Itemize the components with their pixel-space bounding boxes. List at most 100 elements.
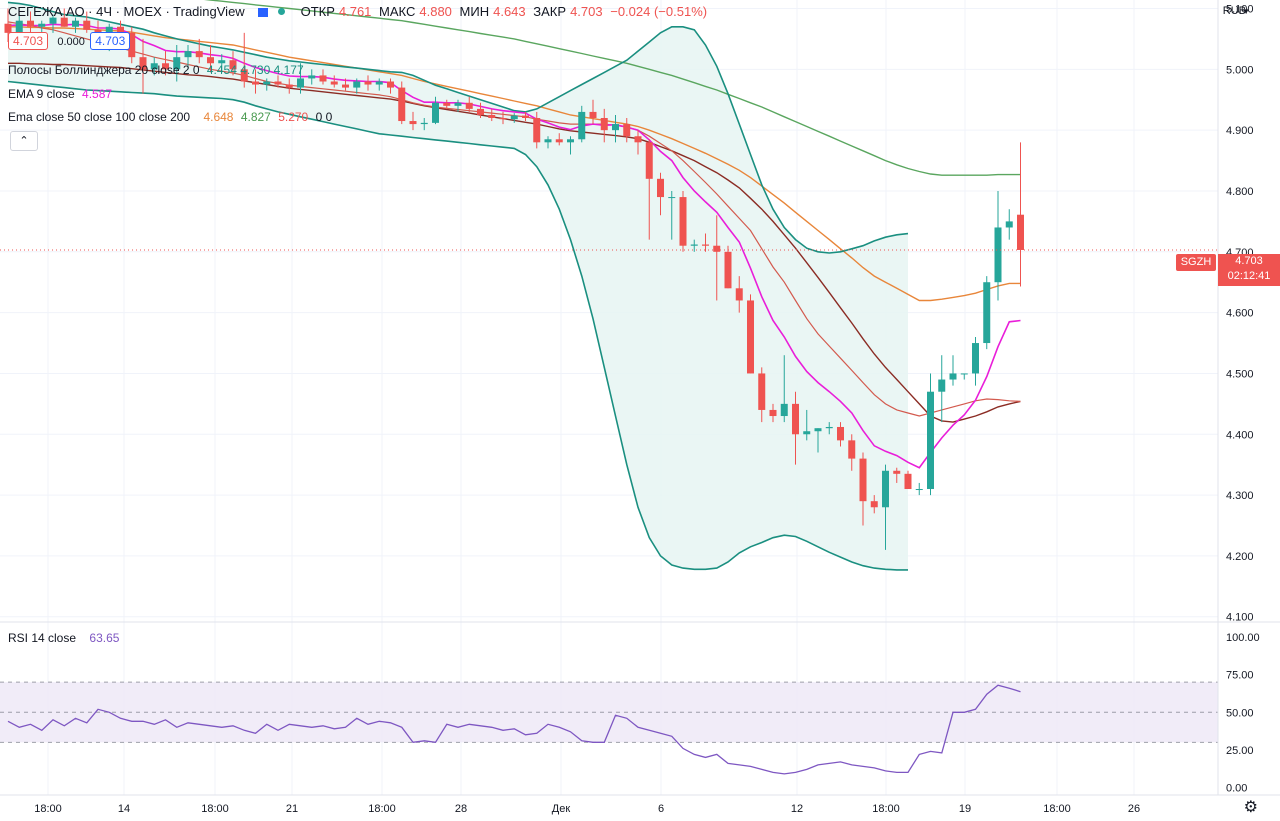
price-tick-label: 4.500 [1226, 368, 1254, 380]
time-tick-label: 12 [791, 803, 803, 815]
candle-body [443, 102, 451, 106]
low-label: МИН [459, 4, 490, 19]
candle-body [297, 78, 304, 88]
price-axis[interactable]: 5.1005.0004.9004.8004.7004.6004.5004.400… [1217, 0, 1260, 795]
candle-body [859, 458, 867, 502]
price-tick-label: 4.400 [1226, 429, 1254, 441]
symbol-badge: SGZH [1176, 254, 1216, 271]
candle-body [184, 51, 192, 58]
candle-body [1017, 214, 1024, 250]
candle-body [747, 300, 754, 374]
open-label: ОТКР [300, 4, 335, 19]
price-tick-label: 4.300 [1226, 490, 1254, 502]
candle-body [758, 373, 766, 410]
candle-body [319, 75, 327, 82]
ema9-legend[interactable]: EMA 9 close 4.587 [8, 87, 116, 101]
time-tick-label: 19 [959, 803, 971, 815]
time-tick-label: 18:00 [872, 803, 900, 815]
candle-body [465, 102, 473, 109]
time-tick-label: 18:00 [34, 803, 62, 815]
candle-body [510, 115, 518, 120]
grid-lines [0, 0, 1218, 795]
candle-body [218, 60, 226, 64]
candle-body [409, 121, 417, 125]
time-tick-label: 21 [286, 803, 298, 815]
spread-value: 0.000 [57, 36, 85, 48]
last-price-value: 4.703 [1235, 255, 1263, 267]
candle-body [432, 102, 439, 123]
time-axis[interactable]: 18:00 14 18:00 21 18:00 28 Дек 6 12 18:00 19 18:00 2… [0, 794, 1280, 815]
candle-body [229, 60, 237, 70]
collapse-legend-button[interactable]: ⌃ [10, 131, 38, 151]
sell-button[interactable]: 4.703 [8, 32, 49, 50]
close-label: ЗАКР [533, 4, 567, 19]
ema9-legend-label: EMA 9 close [8, 87, 75, 101]
time-tick-label: 14 [118, 803, 130, 815]
bollinger-legend-values: 4.454 4.730 4.177 [206, 63, 304, 77]
rsi-legend[interactable]: RSI 14 close 63.65 [8, 631, 123, 645]
time-tick-label: 28 [455, 803, 467, 815]
ema-multi-legend[interactable]: Ema close 50 close 100 close 200 4.648 4… [8, 110, 336, 124]
candle-body [544, 139, 552, 143]
candle-body [477, 108, 484, 115]
candle-body [578, 111, 586, 140]
candle-body [83, 20, 91, 30]
symbol-title[interactable]: СЕГЕЖА АО · 4Ч · MOEX · TradingView [8, 4, 245, 19]
rsi-tick-label: 50.00 [1226, 707, 1254, 719]
rsi-tick-label: 25.00 [1226, 745, 1254, 757]
candle-body [49, 17, 57, 24]
price-tick-label: 4.100 [1226, 612, 1254, 624]
candlestick-series [4, 8, 1024, 550]
candle-body [690, 244, 698, 246]
candle-body [398, 87, 406, 122]
candle-body [387, 81, 394, 88]
candle-body [915, 489, 923, 491]
candle-body [960, 373, 968, 375]
candle-body [713, 245, 721, 252]
time-tick-label: 26 [1128, 803, 1140, 815]
time-tick-label: 6 [658, 803, 664, 815]
candle-body [724, 251, 732, 289]
rsi-pane [0, 681, 1218, 775]
rsi-legend-value: 63.65 [89, 631, 120, 645]
buy-button[interactable]: 4.703 [90, 32, 131, 50]
bollinger-legend[interactable]: Полосы Боллинджера 20 close 2 0 4.454 4.… [8, 63, 308, 77]
rsi-legend-label: RSI 14 close [8, 631, 77, 645]
currency-dropdown-icon[interactable]: ▼ [1242, 7, 1250, 16]
bid-ask-row: 4.703 0.000 4.703 [8, 32, 134, 50]
candle-body [949, 373, 957, 380]
settings-gear-icon[interactable]: ⚙ [1243, 799, 1258, 816]
rsi-tick-label: 0.00 [1226, 782, 1247, 794]
candle-body [499, 117, 507, 120]
candle-body [735, 288, 743, 301]
candle-body [600, 117, 608, 131]
flag-icon[interactable] [258, 8, 269, 17]
bollinger-legend-label: Полосы Боллинджера 20 close 2 0 [8, 63, 200, 77]
candle-body [173, 57, 181, 70]
candle-body [825, 426, 833, 429]
candle-body [657, 178, 664, 198]
chevron-up-icon: ⌃ [19, 135, 29, 147]
price-tick-label: 4.900 [1226, 125, 1254, 137]
candle-body [195, 51, 203, 58]
ema200-legend-value: 5.270 [278, 110, 309, 124]
price-tick-label: 4.800 [1226, 186, 1254, 198]
rsi-tick-label: 75.00 [1226, 670, 1254, 682]
candle-body [612, 124, 619, 131]
ema200-line [203, 0, 1021, 176]
candle-body [285, 84, 293, 88]
candle-body [207, 57, 214, 64]
candle-body [240, 69, 248, 82]
chart-header: СЕГЕЖА АО · 4Ч · MOEX · TradingView ОТКР… [8, 4, 711, 19]
candle-body [927, 391, 934, 490]
candle-body [567, 139, 574, 143]
currency-label[interactable]: RUB [1222, 5, 1246, 17]
candle-body [1005, 221, 1013, 228]
candle-body [263, 81, 271, 85]
candle-body [679, 197, 687, 246]
candle-body [848, 440, 856, 459]
candle-body [769, 409, 777, 417]
price-tick-label: 5.100 [1226, 4, 1254, 16]
price-tick-label: 4.200 [1226, 551, 1254, 563]
